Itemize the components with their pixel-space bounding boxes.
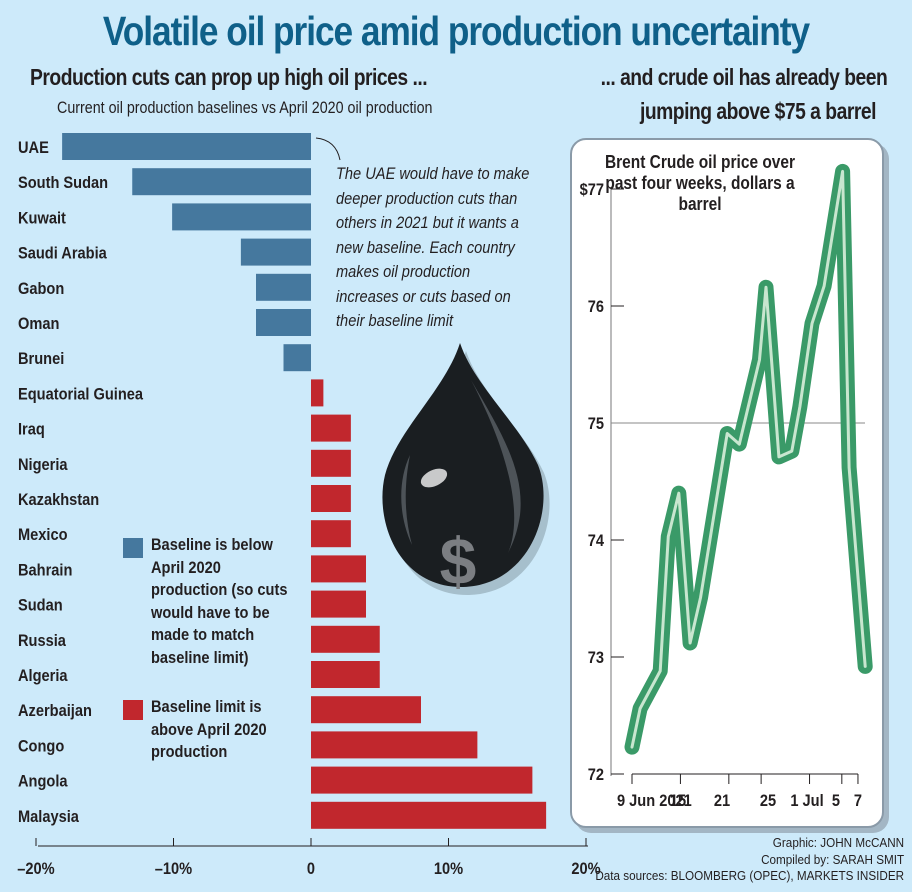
credit-compiled: Compiled by: SARAH SMIT [760, 851, 904, 867]
legend-swatch-blue [123, 538, 143, 558]
category-label: Azerbaijan [18, 702, 92, 720]
right-subtitle-line2: jumping above $75 a barrel [639, 98, 877, 124]
oil-drop-icon: $ [382, 343, 550, 598]
category-label: Brunei [18, 350, 64, 368]
category-label: UAE [18, 139, 49, 157]
x-tick-label: 5 [832, 792, 840, 810]
category-label: Saudi Arabia [18, 245, 107, 263]
x-tick-label: 9 Jun 2021 [617, 792, 692, 810]
y-tick-label: 73 [588, 649, 604, 667]
credit-sources: Data sources: BLOOMBERG (OPEC), MARKETS … [595, 868, 904, 883]
annotation-text: The UAE would have to make deeper produc… [336, 164, 530, 330]
bar [311, 414, 351, 442]
category-label: Angola [18, 773, 68, 791]
y-tick-label: 72 [588, 766, 604, 784]
category-label: Sudan [18, 597, 63, 615]
left-subtitle: Production cuts can prop up high oil pri… [30, 64, 428, 90]
legend-swatch-red [123, 700, 143, 720]
category-label: Gabon [18, 280, 64, 298]
legend-label-below: Baseline is below April 2020 production … [151, 535, 288, 667]
x-tick-label: –10% [155, 860, 192, 878]
legend-label-above: Baseline limit is above April 2020 produ… [151, 697, 267, 761]
bar [240, 238, 311, 266]
legend-item-above: Baseline limit is above April 2020 produ… [123, 696, 321, 764]
category-label: Oman [18, 315, 59, 333]
x-tick-label: 15 [670, 792, 686, 810]
legend-item-below: Baseline is below April 2020 production … [123, 534, 321, 669]
credits: Graphic: JOHN McCANN Compiled by: SARAH … [595, 835, 904, 885]
x-tick-label: 25 [760, 792, 776, 810]
category-label: Russia [18, 632, 66, 650]
category-label: Nigeria [18, 456, 68, 474]
bar [311, 625, 380, 653]
bar [132, 168, 311, 196]
bar [283, 344, 311, 372]
bar [311, 766, 533, 794]
category-label: Equatorial Guinea [18, 385, 143, 403]
credit-graphic: Graphic: JOHN McCANN [772, 835, 904, 850]
bar [311, 520, 351, 548]
category-label: Iraq [18, 421, 45, 439]
bar [62, 133, 311, 160]
bar [311, 485, 351, 512]
price-line [624, 163, 873, 755]
bar [311, 449, 351, 477]
x-tick-label: 20% [571, 860, 600, 878]
bar [311, 590, 366, 618]
x-tick-label: 7 [854, 792, 862, 810]
bar [172, 203, 311, 231]
category-label: South Sudan [18, 174, 108, 192]
bar [311, 731, 478, 759]
y-tick-label: $77 [580, 181, 605, 199]
bar [311, 555, 366, 583]
bar [311, 696, 421, 724]
y-tick-label: 76 [588, 298, 604, 316]
category-label: Bahrain [18, 561, 72, 579]
category-label: Congo [18, 737, 65, 755]
bar [311, 379, 324, 407]
category-label: Algeria [18, 667, 68, 685]
x-tick-label: –20% [17, 860, 54, 878]
x-tick-label: 1 Jul [790, 792, 823, 810]
dollar-sign-icon: $ [440, 524, 477, 598]
category-label: Kazakhstan [18, 491, 99, 509]
line-chart-title: Brent Crude oil price over past four wee… [604, 152, 796, 214]
bar [256, 309, 311, 336]
annotation-leader-line [315, 137, 341, 161]
bar [311, 661, 380, 688]
page-title: Volatile oil price amid production uncer… [102, 8, 810, 54]
y-tick-label: 75 [588, 415, 604, 433]
bar [311, 801, 547, 829]
category-label: Mexico [18, 526, 68, 544]
category-label: Kuwait [18, 209, 67, 227]
category-label: Malaysia [18, 808, 79, 826]
bar-chart-title: Current oil production baselines vs Apri… [57, 98, 433, 117]
x-tick-label: 0 [307, 860, 315, 878]
x-tick-label: 10% [434, 860, 463, 878]
price-line-highlight [630, 169, 867, 749]
bar [256, 273, 311, 301]
y-tick-label: 74 [588, 532, 604, 550]
x-tick-label: 21 [714, 792, 730, 810]
right-subtitle-line1: ... and crude oil has already been [600, 64, 887, 90]
